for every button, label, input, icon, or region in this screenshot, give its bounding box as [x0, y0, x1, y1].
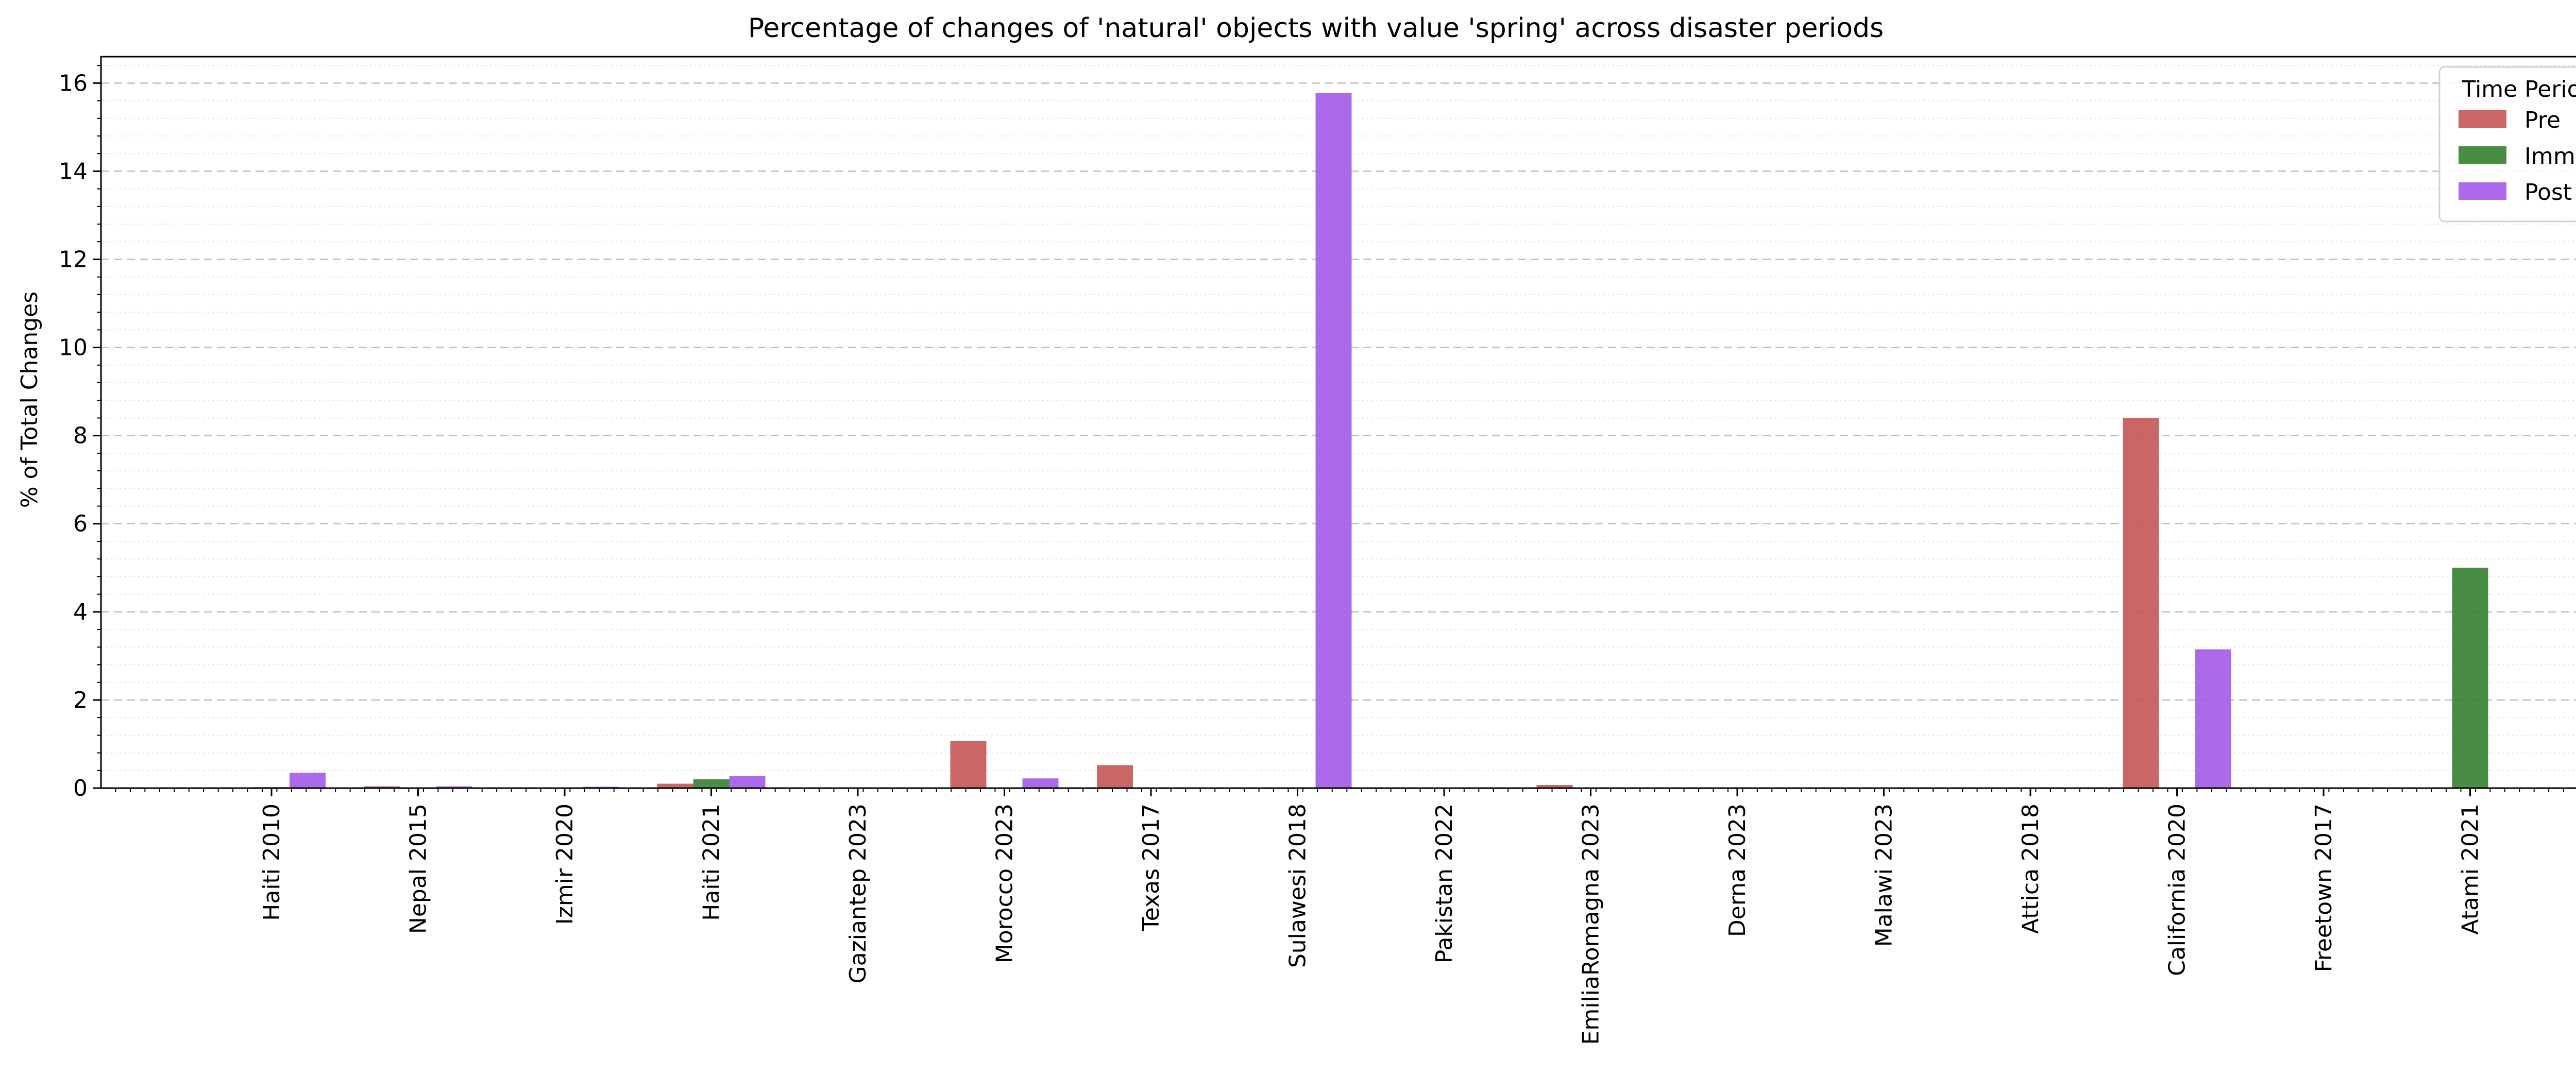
- legend-label-imm: Imm: [2524, 143, 2575, 169]
- y-tick-label: 10: [59, 335, 88, 361]
- bar-post: [436, 786, 472, 788]
- bar-pre: [1097, 765, 1133, 788]
- grid-lines: [101, 65, 2576, 771]
- legend: Time Period Pre Imm Post: [2438, 66, 2576, 223]
- chart-title: Percentage of changes of 'natural' objec…: [748, 13, 1884, 44]
- y-tick-label: 12: [59, 246, 88, 272]
- x-tick-label: Pakistan 2022: [1431, 804, 1458, 963]
- legend-title: Time Period: [2462, 76, 2576, 103]
- y-tick-label: 6: [73, 511, 88, 537]
- y-tick-label: 14: [59, 158, 88, 184]
- bars: [253, 93, 2488, 789]
- x-tick-label: Haiti 2010: [259, 804, 285, 921]
- y-tick-label: 8: [73, 423, 88, 449]
- x-tick-label: Derna 2023: [1724, 804, 1751, 937]
- legend-swatch-pre: [2459, 110, 2506, 128]
- y-tick-label: 2: [73, 687, 88, 713]
- bar-pre: [1536, 785, 1573, 788]
- y-tick-label: 4: [73, 599, 88, 625]
- x-tick-label: Attica 2018: [2018, 804, 2044, 934]
- bar-imm: [693, 779, 730, 788]
- bar-pre: [657, 783, 693, 788]
- axes: 0 2 4 6 8 10 12 14 16 Haiti 2010 Nepal 2015 Izmir 2…: [59, 56, 2576, 1045]
- x-tick-label: California 2020: [2164, 804, 2191, 976]
- x-tick-label: Nepal 2015: [405, 804, 432, 934]
- x-tick-label: Haiti 2021: [699, 804, 725, 921]
- x-tick-label: Freetown 2017: [2311, 804, 2337, 972]
- legend-swatch-imm: [2459, 146, 2506, 164]
- legend-label-pre: Pre: [2524, 107, 2561, 133]
- x-tick-label: Izmir 2020: [552, 804, 578, 925]
- bar-pre: [950, 741, 987, 788]
- x-tick-label: Malawi 2023: [1871, 804, 1897, 947]
- legend-label-post: Post: [2524, 179, 2572, 206]
- bar-post: [729, 776, 766, 788]
- plot-frame: [100, 56, 2576, 789]
- bar-pre: [2123, 418, 2159, 788]
- bar-post: [290, 773, 326, 788]
- x-tick-label: Sulawesi 2018: [1285, 804, 1311, 968]
- y-tick-label: 16: [59, 70, 88, 96]
- legend-swatch-post: [2459, 182, 2506, 200]
- bar-imm: [2452, 568, 2488, 788]
- y-axis-label: % of Total Changes: [16, 292, 43, 508]
- bar-post: [2195, 649, 2231, 788]
- x-tick-label: Morocco 2023: [992, 804, 1018, 963]
- bar-post: [1315, 93, 1352, 789]
- x-tick-label: EmiliaRomagna 2023: [1578, 804, 1604, 1045]
- bar-post: [1022, 778, 1059, 788]
- x-tick-label: Texas 2017: [1138, 804, 1164, 932]
- y-tick-label: 0: [73, 775, 88, 801]
- bar-pre: [364, 786, 400, 788]
- x-tick-label: Atami 2021: [2458, 804, 2484, 935]
- x-tick-label: Gaziantep 2023: [845, 804, 871, 983]
